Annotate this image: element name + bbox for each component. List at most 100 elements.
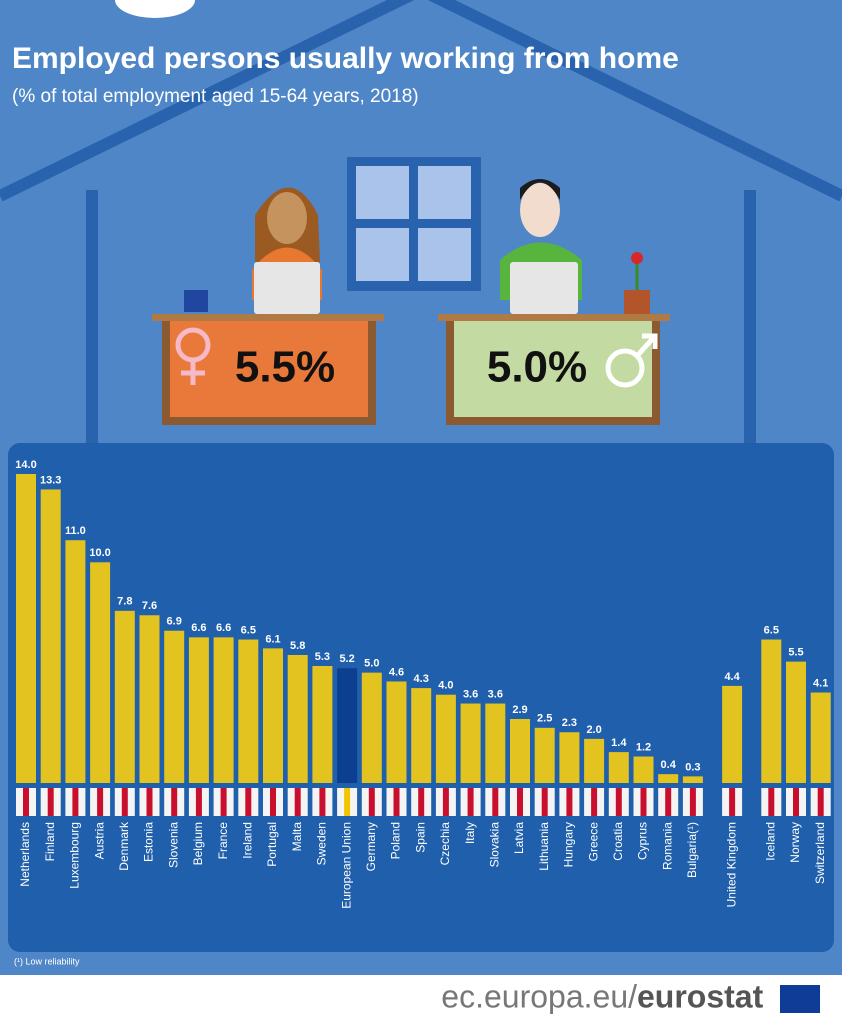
flag-stripe [121,788,128,816]
x-tick-label: Poland [389,822,403,859]
x-tick-label: Switzerland [813,822,827,884]
x-tick-label: Norway [788,822,802,863]
x-tick-label: Malta [290,822,304,852]
bar [485,703,506,783]
flag-stripe [245,788,252,816]
value-label: 13.3 [40,474,61,486]
footer-domain: ec.europa.eu/ [441,978,637,1014]
bar [435,694,456,783]
bar [534,727,555,783]
bar [164,630,185,783]
value-label: 4.3 [414,673,429,685]
flag-stripe [171,788,178,816]
flag-stripe [566,788,573,816]
bar [238,639,259,783]
value-label: 4.1 [813,677,828,689]
bar [510,718,530,783]
value-label: 5.3 [315,651,330,663]
house [0,0,842,445]
bar [608,752,629,783]
flag-stripe [195,788,202,816]
bar [559,732,580,783]
flag-stripe [418,788,425,816]
flag-stripe [220,788,227,816]
woman [252,187,322,314]
subtitle: (% of total employment aged 15-64 years,… [12,86,419,107]
bar [213,637,234,783]
female-share: 5.5% [235,343,335,392]
bar [810,692,831,783]
flag-stripe [146,788,153,816]
value-label: 4.6 [389,666,404,678]
x-tick-label: Lithuania [537,822,551,871]
eu-flag [780,985,820,1013]
value-label: 6.6 [216,622,231,634]
value-label: 4.0 [438,680,453,692]
flag-stripe [615,788,622,816]
x-tick-label: Finland [43,822,57,861]
value-label: 6.5 [241,624,256,636]
x-tick-label: Latvia [512,822,526,854]
flag-stripe [23,788,29,816]
value-label: 6.1 [265,633,280,645]
plant [624,252,650,314]
bar [114,610,135,783]
bar [633,756,654,783]
value-label: 10.0 [89,547,110,559]
value-label: 2.5 [537,713,552,725]
x-tick-label: Cyprus [636,822,650,860]
footer-brand: eurostat [637,978,764,1014]
value-label: 5.0 [364,658,379,670]
value-label: 7.6 [142,600,157,612]
bar [361,672,382,783]
value-label: 2.0 [586,724,601,736]
bar [65,540,86,783]
x-tick-label: France [216,822,230,860]
x-tick-label: Italy [463,822,477,844]
value-label: 6.5 [764,624,779,636]
x-tick-label: Hungary [562,822,576,867]
mug [184,290,208,312]
title: Employed persons usually working from ho… [12,42,679,75]
x-tick-label: Austria [92,822,106,860]
man [500,179,582,314]
bar [722,685,743,783]
flag-stripe [467,788,474,816]
bar [761,639,782,783]
x-tick-label: Czechia [438,822,452,866]
bar [263,648,283,783]
bar [460,703,481,783]
value-label: 5.8 [290,640,305,652]
value-label: 3.6 [463,688,478,700]
value-label: 6.6 [191,622,206,634]
flag-stripe [640,788,647,816]
value-label: 7.8 [117,596,132,608]
value-label: 14.0 [15,459,36,471]
bar [337,668,358,783]
x-tick-label: Estonia [142,822,156,862]
x-tick-label: Luxembourg [68,822,82,889]
flag-stripe [393,788,400,816]
flag-stripe [689,788,696,816]
x-tick-label: Netherlands [18,822,32,887]
flag-stripe [270,788,276,816]
x-tick-label: Sweden [315,822,329,865]
bar [287,654,308,783]
x-tick-label: Croatia [611,822,625,861]
footnote: (¹) Low reliability [14,956,80,966]
flag-stripe [817,788,824,816]
window [347,157,481,291]
x-tick-label: Spain [413,822,427,853]
smoke [115,0,195,18]
value-label: 11.0 [65,525,86,537]
bar [658,774,679,783]
x-tick-label: European Union [339,822,353,909]
x-tick-label: Iceland [763,822,777,861]
x-tick-label: United Kingdom [724,822,738,907]
x-tick-label: Portugal [265,822,279,867]
bar [139,615,160,783]
x-tick-label: Romania [660,822,674,870]
x-tick-label: Greece [586,822,600,862]
flag-stripe [72,788,79,816]
